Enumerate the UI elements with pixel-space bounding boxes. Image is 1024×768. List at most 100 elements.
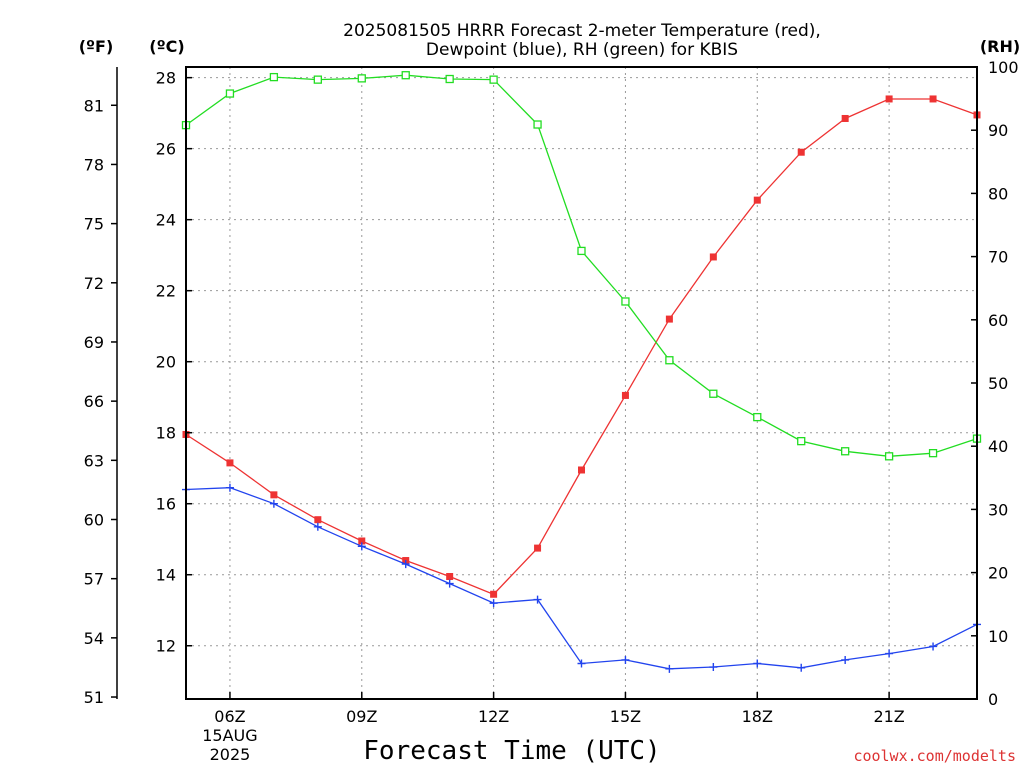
fahrenheit-tick-label: 54 [84,629,104,648]
rh-tick-label: 30 [988,500,1008,519]
rh-tick-label: 60 [988,311,1008,330]
temp-point [797,148,805,156]
temp-point [929,95,937,103]
rh-tick-label: 40 [988,437,1008,456]
rh-point [884,452,894,461]
rh-point [577,246,586,256]
rh-tick-label: 90 [988,121,1008,140]
rh-point [269,72,279,82]
dewpoint-point [929,642,938,651]
fahrenheit-tick-label: 69 [84,333,104,352]
temp-point [270,491,278,499]
fahrenheit-tick-label: 72 [84,274,104,293]
x-tick-label: 12Z [478,707,509,726]
rh-point [445,74,454,84]
rh-tick-label: 100 [988,58,1019,77]
temp-point [490,590,498,598]
dewpoint-point [269,499,278,508]
celsius-tick-label: 24 [156,211,176,230]
rh-tick-label: 70 [988,248,1008,267]
x-axis-label: Forecast Time (UTC) [363,736,660,766]
celsius-unit-label: (ºC) [149,37,184,56]
dewpoint-line [185,487,978,670]
fahrenheit-tick-label: 75 [84,215,104,234]
temp-point [709,253,717,261]
x-tick-label: 18Z [742,707,773,726]
rh-point [928,449,938,458]
x-tick-label: 06Z [214,707,245,726]
fahrenheit-tick-label: 81 [84,96,104,115]
rh-point [225,89,235,98]
celsius-tick-label: 22 [156,282,176,301]
dewpoint-point [885,649,894,658]
temp-point [885,95,893,103]
temp-point [534,544,542,552]
chart-title-line2: Dewpoint (blue), RH (green) for KBIS [426,40,738,60]
temp-point [578,466,585,474]
temp-point [358,537,366,545]
rh-point [841,447,850,456]
fahrenheit-tick-label: 51 [84,688,104,707]
series-layer [181,71,982,673]
dewpoint-point [533,595,542,604]
chart-title-line1: 2025081505 HRRR Forecast 2-meter Tempera… [343,21,821,41]
temp-point [841,114,849,122]
dewpoint-point [797,663,806,672]
celsius-tick-label: 28 [156,69,176,88]
temp-point [753,196,761,204]
rh-point [401,71,410,80]
rh-tick-label: 10 [988,627,1008,646]
rh-point [533,120,542,129]
watermark-text: coolwx.com/modelts [853,747,1016,765]
dewpoint-point [841,655,850,664]
celsius-tick-label: 12 [156,637,176,656]
fahrenheit-tick-label: 60 [84,510,104,529]
temp-point [621,391,629,399]
rh-point [357,74,366,83]
dewpoint-point [489,599,498,608]
rh-tick-label: 0 [988,690,998,709]
x-tick-label: 09Z [346,707,377,726]
rh-point [797,436,806,446]
dewpoint-point [313,522,322,531]
rh-point [753,412,762,422]
celsius-tick-label: 18 [156,424,176,443]
celsius-tick-label: 26 [156,140,176,159]
rh-tick-label: 20 [988,564,1008,583]
rh-tick-label: 80 [988,184,1008,203]
rh-point [313,75,322,84]
rh-point [489,75,498,84]
rh-unit-label: (RH) [980,37,1020,56]
x-tick-date-label: 15AUG [202,726,257,745]
axes: 51 54 57 60 63 66 69 72 75 78 81 12 14 16 18 20 22 24 26 28… [84,58,1019,764]
celsius-tick-label: 16 [156,495,176,514]
grid-lines [186,67,977,699]
dewpoint-point [577,659,586,668]
dewpoint-point [709,663,718,672]
x-tick-label: 15Z [610,707,641,726]
celsius-tick-label: 14 [156,566,176,585]
dewpoint-point [753,659,762,668]
x-tick-year-label: 2025 [210,745,251,764]
fahrenheit-tick-label: 66 [84,392,104,411]
fahrenheit-unit-label: (ºF) [79,37,114,56]
temp-point [314,516,322,524]
rh-line [185,74,978,457]
rh-tick-label: 50 [988,374,1008,393]
temp-point [446,573,454,581]
dewpoint-point [357,542,366,551]
x-tick-label: 21Z [873,707,904,726]
dewpoint-point [621,655,630,664]
plot-frame [185,66,978,700]
rh-point [709,389,718,398]
celsius-tick-label: 20 [156,353,176,372]
temp-point [665,315,673,323]
rh-point [665,356,674,365]
fahrenheit-tick-label: 63 [84,451,104,470]
rh-point [621,297,630,306]
fahrenheit-tick-label: 78 [84,155,104,174]
fahrenheit-tick-label: 57 [84,570,104,589]
dewpoint-point [225,483,234,492]
dewpoint-point [445,579,454,588]
